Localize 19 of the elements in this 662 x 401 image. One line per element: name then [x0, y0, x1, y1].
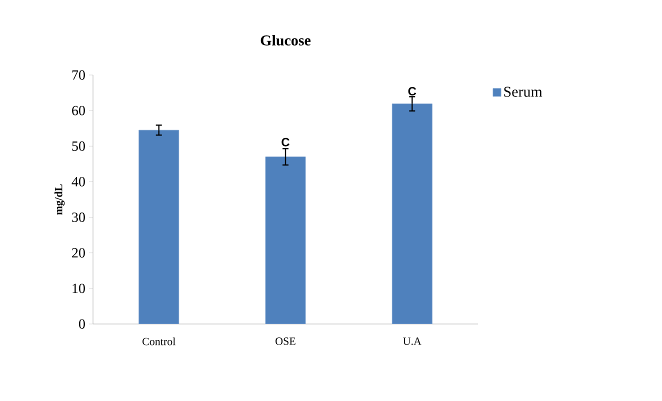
y-axis-title: mg/dL [54, 184, 65, 215]
y-tick-label: 40 [72, 176, 85, 186]
y-tick-label: 10 [72, 284, 85, 294]
y-tick-label: 50 [72, 141, 85, 151]
bar [138, 130, 180, 324]
x-tick-label: OSE [276, 338, 296, 345]
annotation: C [282, 138, 290, 146]
y-tick-label: 70 [72, 70, 85, 80]
legend-label: Serum [504, 86, 542, 97]
annotation: C [408, 87, 416, 96]
bar [265, 156, 306, 324]
x-tick-label: U.A [403, 338, 422, 345]
y-tick-label: 20 [72, 248, 85, 258]
y-tick-label: 30 [72, 212, 85, 222]
chart-title: Glucose [260, 34, 311, 46]
x-tick-label: Control [142, 338, 176, 346]
y-tick-label: 60 [72, 106, 85, 116]
bar [392, 104, 432, 324]
y-tick-label: 0 [79, 319, 85, 329]
